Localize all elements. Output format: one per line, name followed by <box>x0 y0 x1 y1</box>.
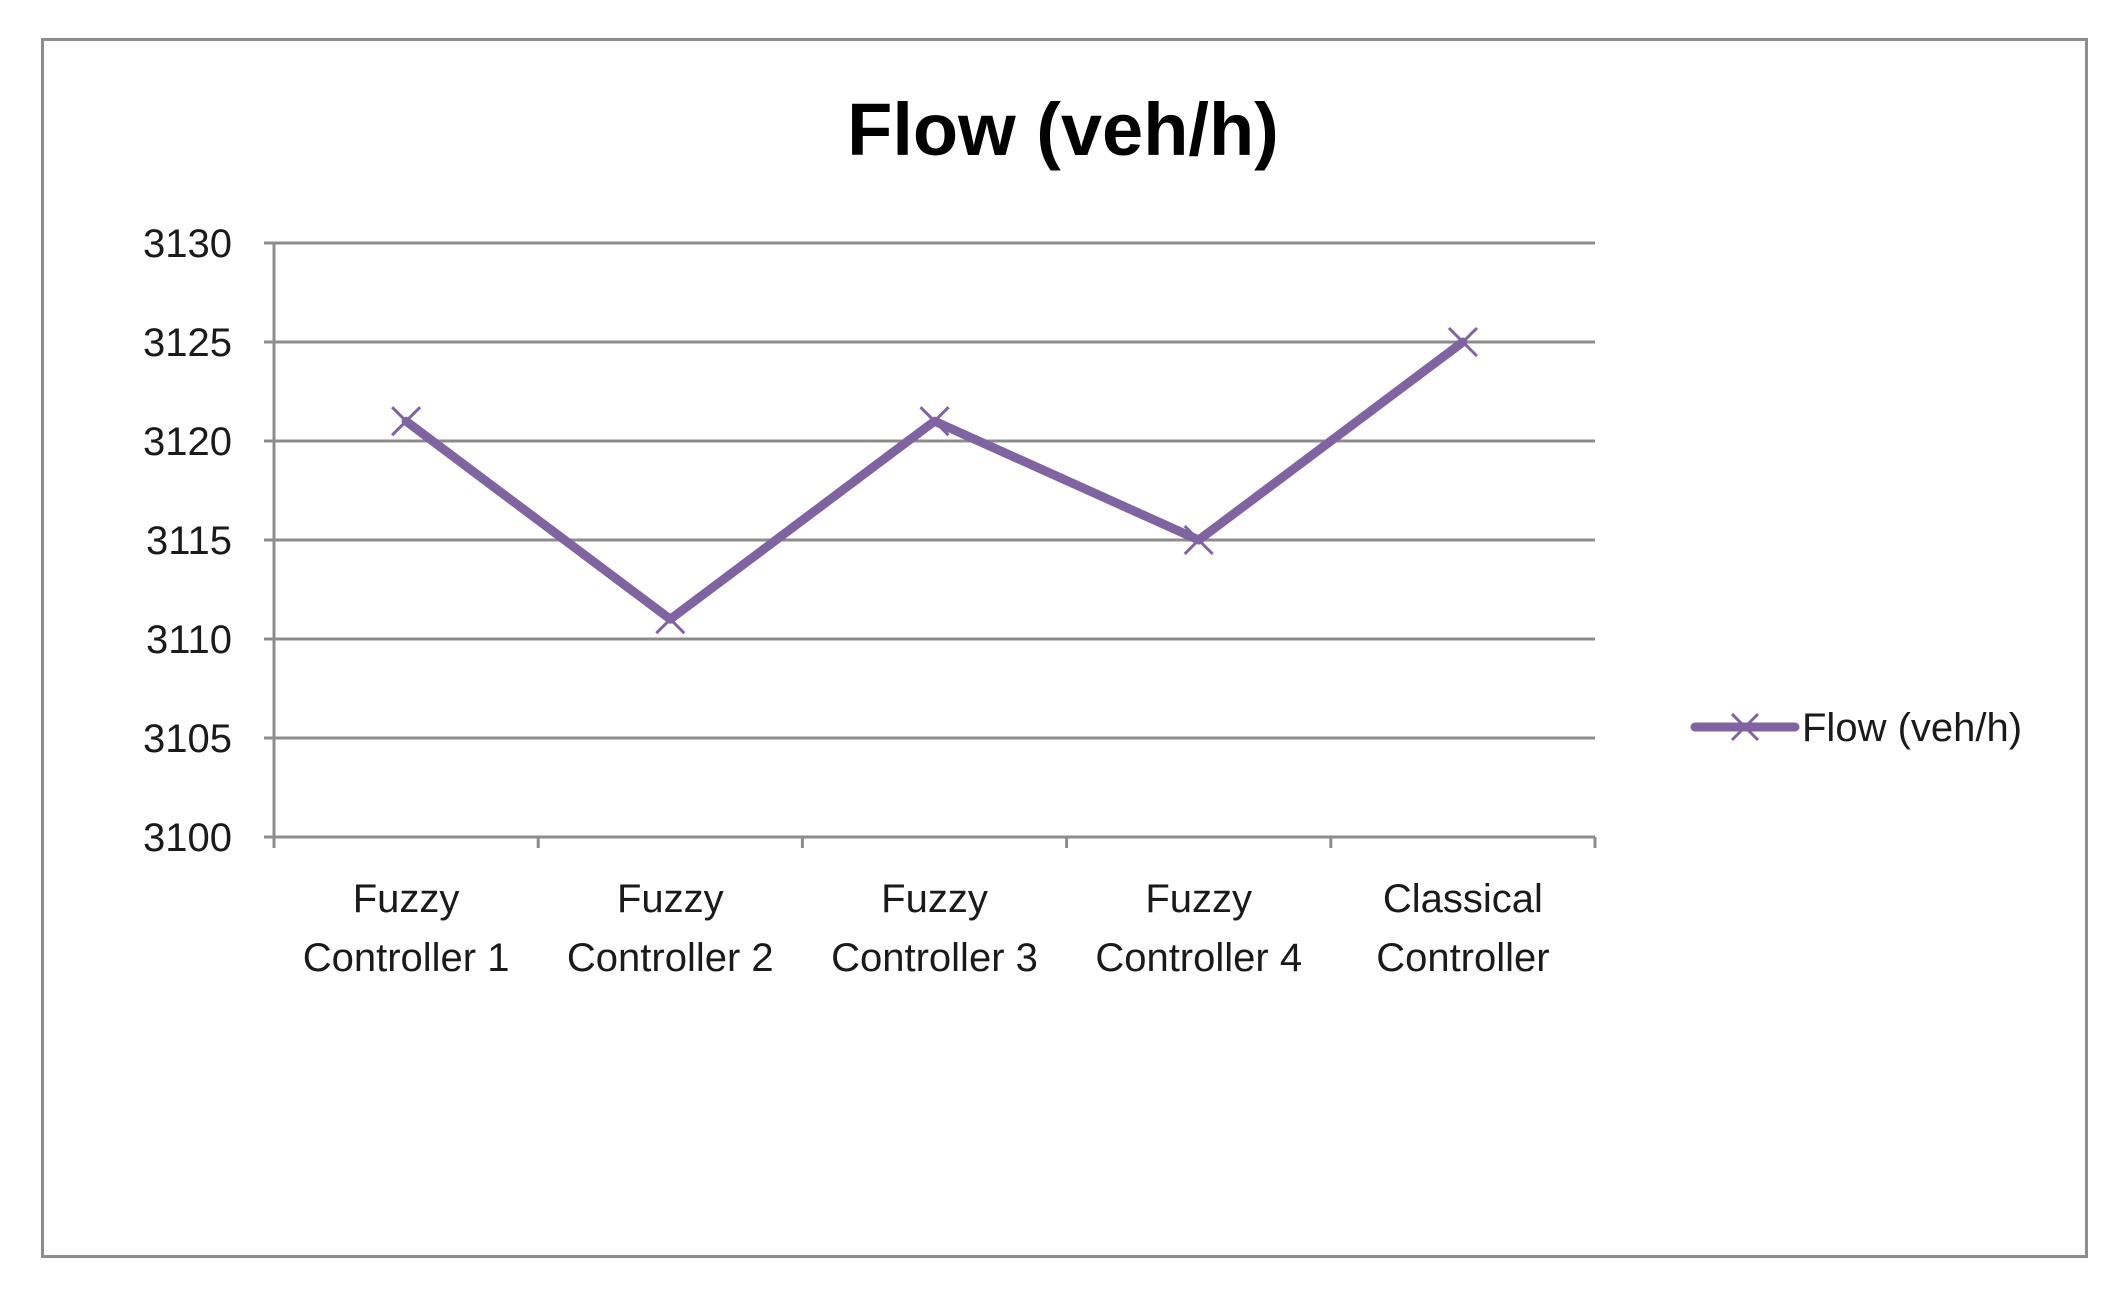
x-tick-label: Fuzzy Controller 3 <box>831 877 1038 980</box>
data-point-marker <box>1447 326 1478 358</box>
x-tick-label: Fuzzy Controller 2 <box>567 877 774 980</box>
x-tick-label: Classical Controller <box>1376 877 1549 980</box>
y-tick-label: 3130 <box>143 222 232 266</box>
x-tick-label-line: Controller 2 <box>567 936 774 980</box>
y-tick-label: 3115 <box>146 519 232 563</box>
chart-frame <box>41 38 2088 1258</box>
x-tick-label-line: Controller 3 <box>831 936 1038 980</box>
x-axis-tick-labels: Fuzzy Controller 1 Fuzzy Controller 2 Fuzzy C… <box>303 877 1550 980</box>
x-tick-label-line: Classical <box>1383 877 1543 921</box>
x-tick-label-line: Fuzzy <box>353 877 460 921</box>
data-point-marker <box>1183 524 1214 556</box>
legend-marker <box>1730 712 1760 742</box>
chart-title: Flow (veh/h) <box>847 88 1279 171</box>
series-line <box>401 337 1468 624</box>
x-tick-label-line: Fuzzy <box>881 877 988 921</box>
y-tick-label: 3120 <box>143 420 232 464</box>
data-point-marker <box>919 406 950 437</box>
x-tick-label-line: Fuzzy <box>1145 877 1252 921</box>
x-tick-label: Fuzzy Controller 1 <box>303 877 510 980</box>
y-tick-label: 3100 <box>143 816 232 860</box>
x-tick-label-line: Controller 1 <box>303 936 510 980</box>
x-tick-label: Fuzzy Controller 4 <box>1095 877 1302 980</box>
data-point-marker <box>655 604 686 635</box>
series-layer <box>391 326 1478 635</box>
y-tick-label: 3105 <box>143 717 232 761</box>
legend: Flow (veh/h) <box>1690 706 2022 750</box>
axes <box>264 241 1597 848</box>
y-tick-label: 3110 <box>146 618 232 662</box>
y-tick-label: 3125 <box>143 321 232 365</box>
x-tick-label-line: Controller 4 <box>1095 936 1302 980</box>
x-tick-label-line: Controller <box>1376 936 1549 980</box>
x-tick-label-line: Fuzzy <box>617 877 724 921</box>
y-axis-tick-labels: 3100 3105 3110 3115 3120 3125 3130 <box>143 222 232 860</box>
legend-label: Flow (veh/h) <box>1802 706 2022 750</box>
data-point-marker <box>391 406 422 437</box>
gridlines <box>274 241 1595 740</box>
